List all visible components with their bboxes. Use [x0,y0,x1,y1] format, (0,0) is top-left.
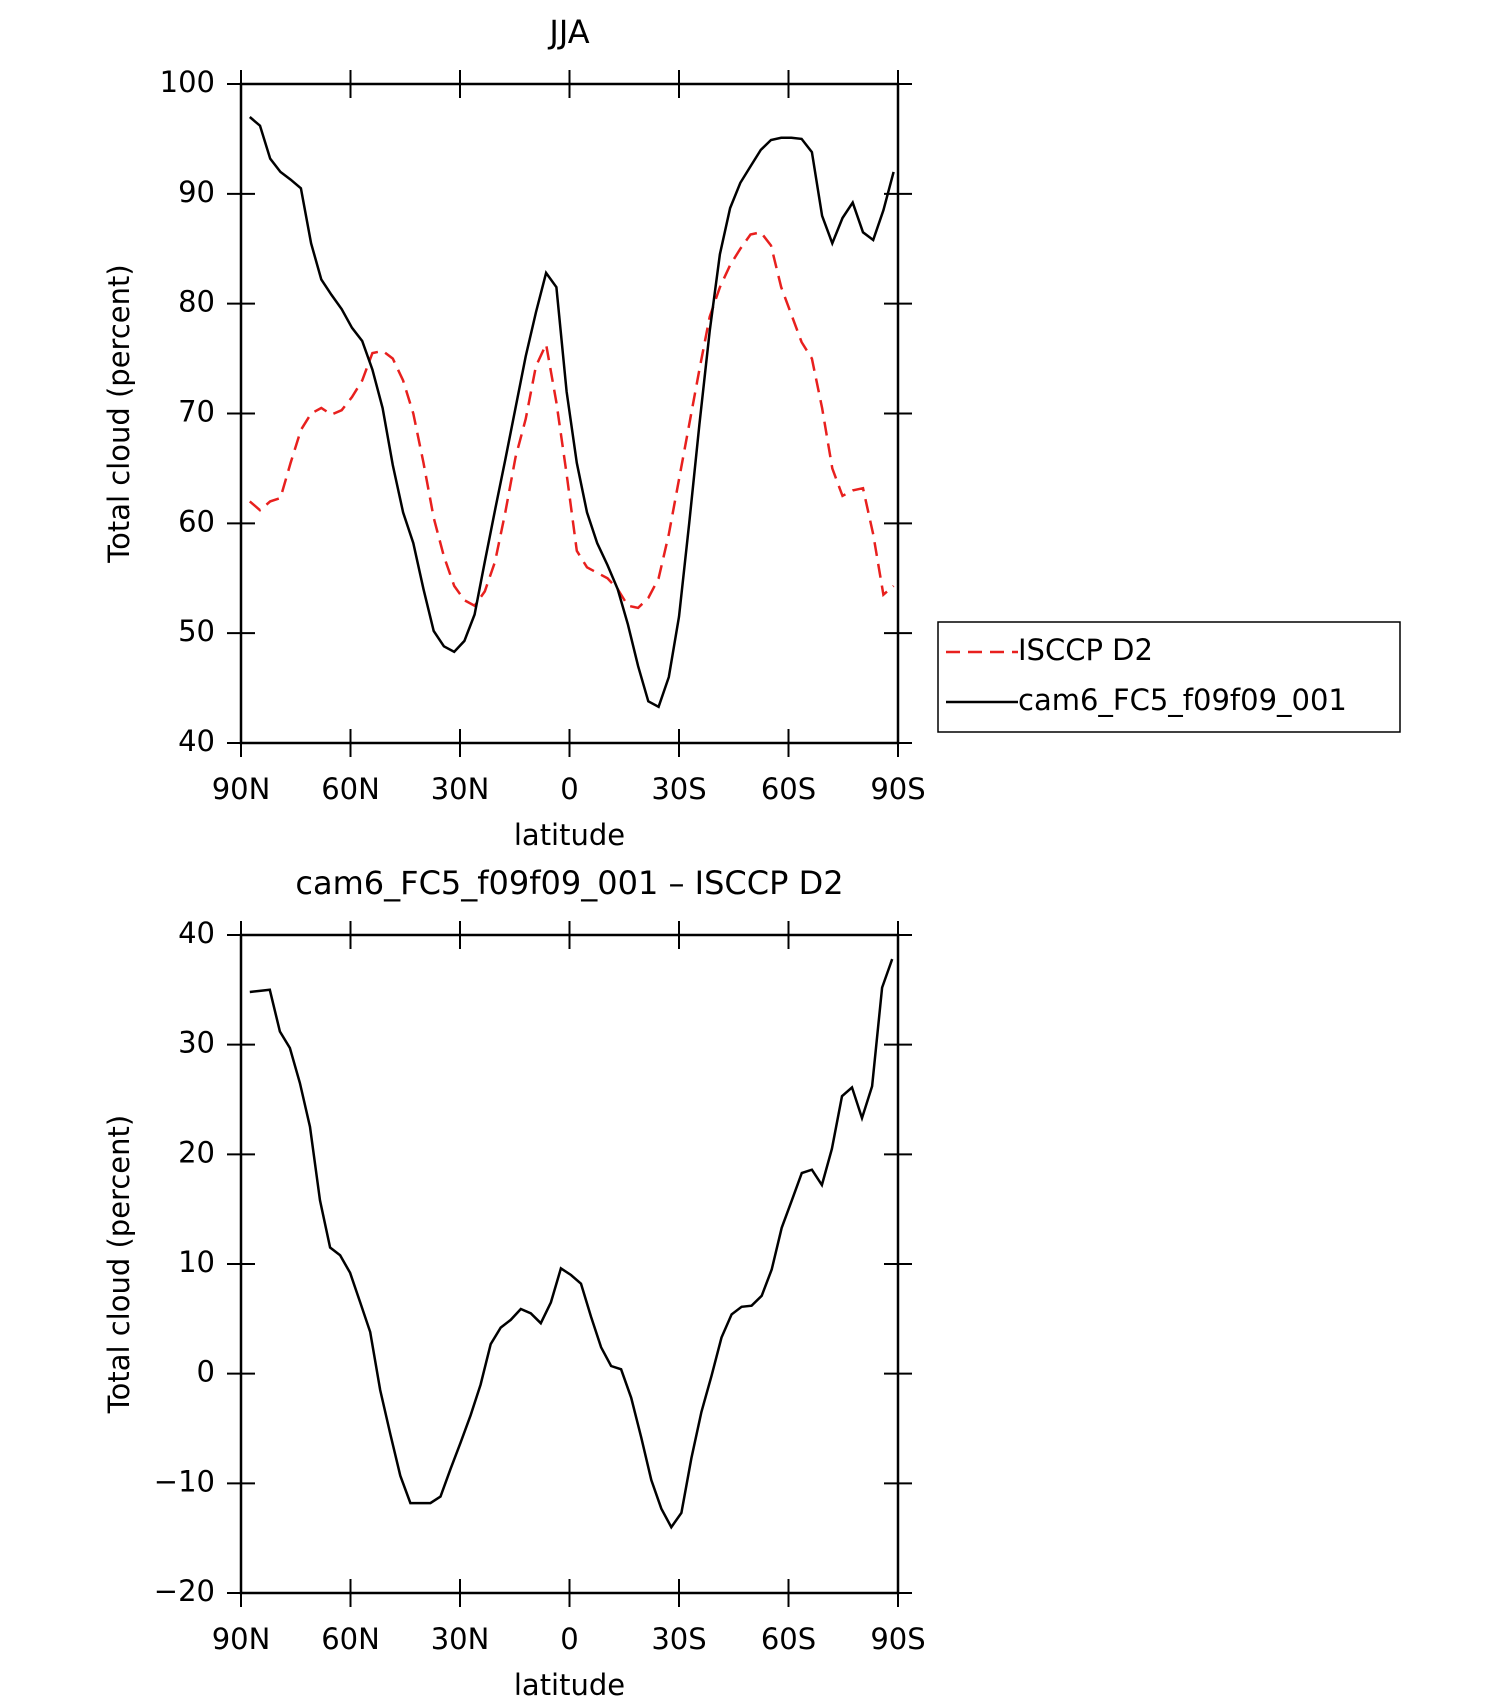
x-tick-label: 0 [560,1622,578,1656]
legend-label: ISCCP D2 [1018,633,1153,667]
y-axis-label: Total cloud (percent) [102,264,136,563]
x-tick-label: 60N [321,772,380,806]
x-tick-label: 90S [870,772,925,806]
x-tick-label: 60N [321,1622,380,1656]
y-tick-label: 20 [178,1135,215,1169]
y-tick-label: 90 [178,175,215,209]
series-line [248,116,895,709]
y-tick-label: 0 [197,1355,215,1389]
x-tick-label: 30S [651,772,706,806]
y-tick-label: 50 [178,614,215,648]
x-tick-label: 0 [560,772,578,806]
series-line [249,958,894,1530]
y-tick-label: −20 [154,1574,215,1608]
y-axis-label: Total cloud (percent) [102,1115,136,1414]
x-tick-label: 30S [651,1622,706,1656]
x-axis-label: latitude [514,818,625,852]
x-tick-label: 90N [212,1622,271,1656]
legend-box [937,621,1401,733]
x-tick-label: 30N [431,772,490,806]
plot-frame [239,933,900,1595]
chart-title: JJA [547,13,589,51]
y-tick-label: 30 [178,1026,215,1060]
chart-title: cam6_FC5_f09f09_001 – ISCCP D2 [295,864,843,902]
y-tick-label: 40 [178,724,215,758]
y-tick-label: 100 [160,65,215,99]
x-tick-label: 90N [212,772,271,806]
x-tick-label: 30N [431,1622,490,1656]
plot-frame [239,82,900,745]
x-tick-label: 90S [870,1622,925,1656]
x-axis-label: latitude [514,1668,625,1702]
y-tick-label: 60 [178,504,215,538]
y-tick-label: 40 [178,916,215,950]
series-line [248,230,895,610]
y-tick-label: 10 [178,1245,215,1279]
x-tick-label: 60S [761,1622,816,1656]
y-tick-label: 70 [178,395,215,429]
x-tick-label: 60S [761,772,816,806]
legend-label: cam6_FC5_f09f09_001 [1018,683,1347,717]
y-tick-label: 80 [178,285,215,319]
y-tick-label: −10 [154,1464,215,1498]
